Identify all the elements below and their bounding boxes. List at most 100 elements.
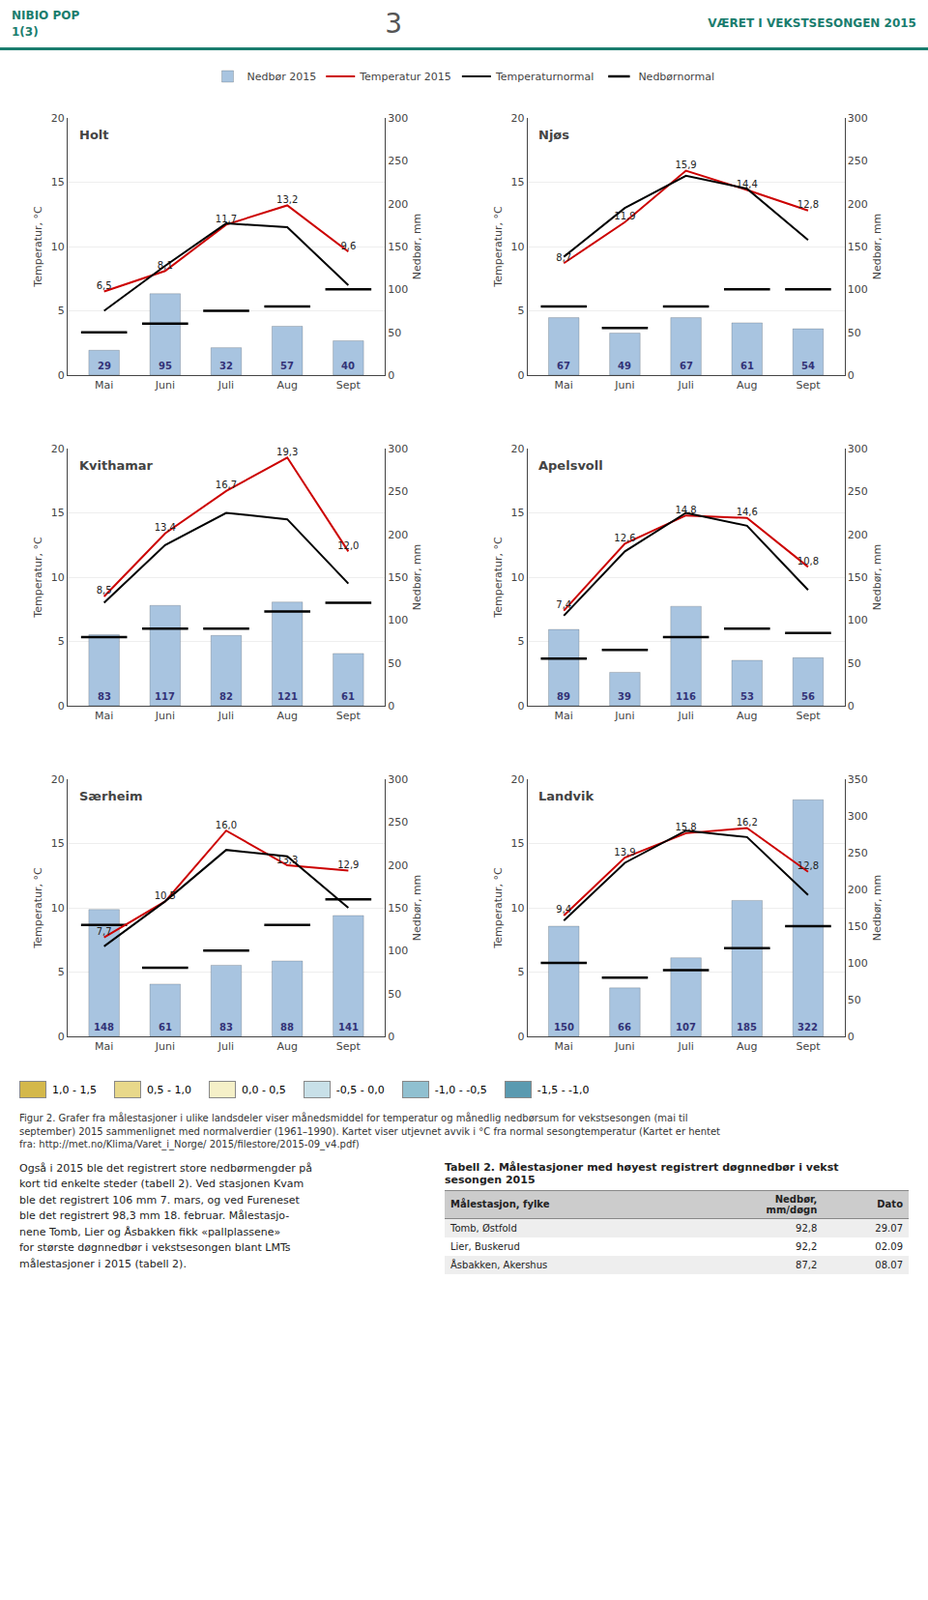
svg-text:20: 20 — [51, 112, 65, 125]
svg-text:83: 83 — [97, 691, 112, 702]
svg-text:95: 95 — [158, 360, 173, 372]
svg-text:14,6: 14,6 — [736, 506, 758, 518]
svg-text:0: 0 — [847, 1030, 855, 1044]
svg-text:7,7: 7,7 — [96, 926, 113, 937]
svg-text:148: 148 — [93, 1021, 115, 1033]
svg-text:12,8: 12,8 — [797, 199, 819, 210]
svg-text:10: 10 — [51, 901, 65, 915]
svg-text:200: 200 — [387, 528, 408, 542]
svg-text:89: 89 — [556, 691, 571, 702]
svg-text:9,6: 9,6 — [340, 240, 356, 252]
svg-text:0: 0 — [58, 699, 65, 713]
svg-text:Juni: Juni — [154, 378, 175, 392]
svg-text:Sept: Sept — [336, 378, 362, 392]
svg-text:Juni: Juni — [613, 378, 635, 392]
svg-text:Aug: Aug — [736, 1040, 757, 1053]
svg-text:10: 10 — [510, 901, 524, 915]
svg-text:Mai: Mai — [554, 1040, 574, 1053]
svg-text:61: 61 — [158, 1021, 173, 1033]
svg-text:8,5: 8,5 — [96, 584, 113, 596]
svg-text:15: 15 — [510, 837, 524, 850]
svg-text:13,9: 13,9 — [613, 846, 636, 858]
svg-text:10: 10 — [51, 571, 65, 584]
svg-text:13,2: 13,2 — [276, 194, 298, 205]
svg-text:83: 83 — [219, 1021, 233, 1033]
svg-text:50: 50 — [847, 993, 862, 1007]
svg-text:12,9: 12,9 — [337, 859, 359, 870]
svg-text:16,0: 16,0 — [215, 819, 237, 831]
svg-text:200: 200 — [387, 859, 408, 872]
svg-text:Mai: Mai — [554, 709, 574, 723]
svg-text:150: 150 — [387, 901, 408, 915]
svg-text:10,8: 10,8 — [797, 555, 819, 567]
svg-text:10: 10 — [51, 240, 65, 254]
svg-text:Aug: Aug — [276, 378, 297, 392]
svg-text:350: 350 — [847, 773, 869, 786]
svg-text:15: 15 — [510, 506, 524, 520]
svg-text:5: 5 — [58, 304, 65, 318]
svg-text:0: 0 — [387, 1030, 395, 1044]
svg-text:6,5: 6,5 — [96, 280, 113, 291]
svg-text:13,4: 13,4 — [154, 522, 176, 533]
svg-text:Sept: Sept — [336, 709, 362, 723]
svg-text:16,7: 16,7 — [215, 479, 237, 491]
svg-text:Temperatur, °C: Temperatur, °C — [492, 536, 505, 619]
svg-text:50: 50 — [847, 657, 862, 670]
svg-text:15,9: 15,9 — [674, 159, 696, 171]
svg-text:Aug: Aug — [736, 378, 757, 392]
svg-text:Juli: Juli — [676, 709, 694, 723]
svg-text:250: 250 — [847, 485, 869, 498]
svg-text:Aug: Aug — [276, 1040, 297, 1053]
svg-text:39: 39 — [617, 691, 632, 702]
svg-text:53: 53 — [740, 691, 754, 702]
svg-text:300: 300 — [847, 112, 869, 125]
svg-text:0: 0 — [58, 369, 65, 382]
svg-text:Sept: Sept — [795, 709, 821, 723]
svg-text:Sept: Sept — [336, 1040, 362, 1053]
svg-text:16,2: 16,2 — [736, 816, 758, 828]
svg-text:49: 49 — [617, 360, 632, 372]
svg-text:20: 20 — [51, 773, 65, 786]
svg-text:Temperaturnormal: Temperaturnormal — [494, 70, 595, 84]
svg-text:250: 250 — [847, 154, 869, 168]
svg-text:50: 50 — [387, 987, 402, 1001]
svg-text:5: 5 — [58, 635, 65, 648]
svg-text:50: 50 — [387, 657, 402, 670]
svg-text:Juli: Juli — [676, 378, 694, 392]
svg-text:Juli: Juli — [217, 709, 234, 723]
svg-text:67: 67 — [679, 360, 694, 372]
svg-text:100: 100 — [387, 283, 408, 296]
svg-text:32: 32 — [219, 360, 233, 372]
svg-text:15: 15 — [51, 175, 65, 189]
svg-text:61: 61 — [341, 691, 355, 702]
svg-text:61: 61 — [740, 360, 754, 372]
svg-text:200: 200 — [847, 883, 869, 897]
svg-text:7,4: 7,4 — [555, 599, 572, 610]
svg-text:15: 15 — [51, 506, 65, 520]
svg-text:0: 0 — [847, 369, 855, 382]
svg-text:141: 141 — [338, 1021, 359, 1033]
svg-text:20: 20 — [510, 442, 524, 456]
svg-text:Juni: Juni — [613, 1040, 635, 1053]
svg-text:67: 67 — [556, 360, 571, 372]
svg-text:Nedbør, mm: Nedbør, mm — [870, 213, 884, 281]
svg-text:150: 150 — [847, 920, 869, 933]
svg-text:Særheim: Særheim — [79, 788, 143, 804]
svg-text:66: 66 — [617, 1021, 632, 1033]
svg-text:107: 107 — [675, 1021, 696, 1033]
svg-text:Nedbør, mm: Nedbør, mm — [410, 874, 424, 942]
svg-text:300: 300 — [387, 773, 408, 786]
svg-text:Temperatur, °C: Temperatur, °C — [31, 867, 45, 950]
svg-text:300: 300 — [847, 442, 869, 456]
svg-text:50: 50 — [847, 326, 862, 340]
svg-text:200: 200 — [847, 198, 869, 211]
svg-text:Aug: Aug — [736, 709, 757, 723]
svg-text:56: 56 — [801, 691, 815, 702]
svg-text:0: 0 — [517, 1030, 524, 1044]
svg-text:300: 300 — [847, 810, 869, 823]
svg-text:Temperatur, °C: Temperatur, °C — [31, 205, 45, 289]
svg-text:Temperatur, °C: Temperatur, °C — [31, 536, 45, 619]
svg-text:82: 82 — [219, 691, 233, 702]
svg-text:250: 250 — [387, 154, 408, 168]
svg-text:14,4: 14,4 — [736, 178, 758, 190]
